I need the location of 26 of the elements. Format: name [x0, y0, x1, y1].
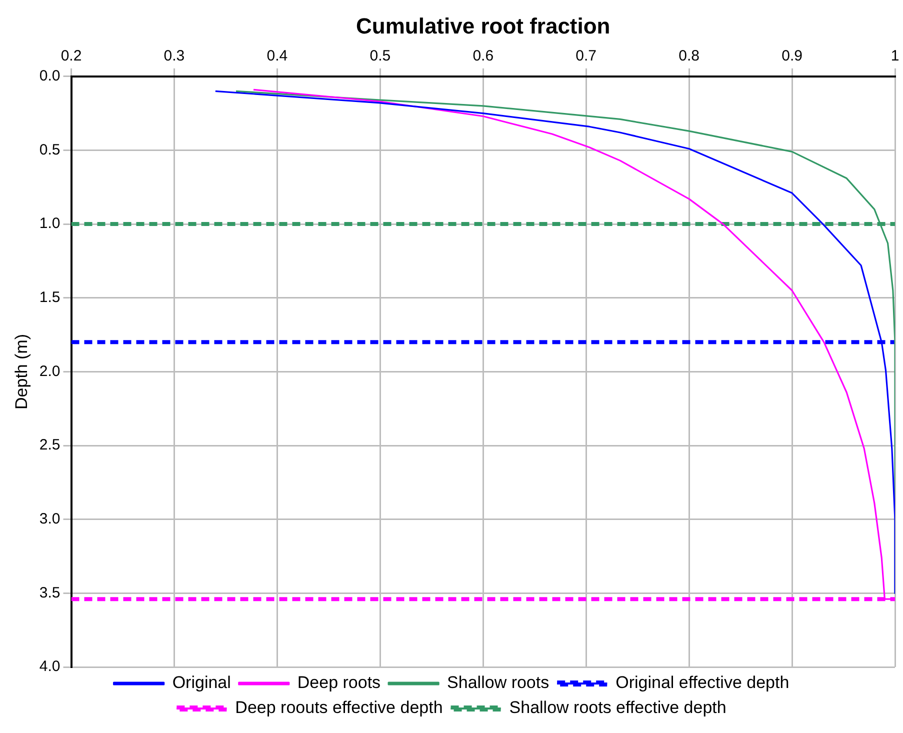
- x-axis-title: Cumulative root fraction: [356, 13, 610, 38]
- y-axis-title: Depth (m): [12, 334, 31, 410]
- y-tick-label: 0.5: [39, 141, 60, 158]
- x-tick-label: 0.9: [782, 48, 802, 65]
- y-tick-label: 1.5: [39, 289, 60, 306]
- x-tick-label: 0.7: [576, 48, 597, 65]
- x-tick-label: 0.6: [472, 48, 494, 65]
- y-tick-label: 2.0: [39, 362, 60, 380]
- legend-label: Shallow roots effective depth: [509, 698, 726, 718]
- legend-label: Deep roots: [297, 673, 381, 692]
- y-tick-label: 2.5: [39, 436, 60, 454]
- y-tick-label: 3.5: [39, 584, 60, 602]
- legend-label: Original effective depth: [616, 673, 790, 692]
- y-tick-label: 3.0: [39, 510, 60, 528]
- x-tick-label: 0.5: [370, 48, 391, 65]
- x-tick-label: 0.3: [164, 48, 185, 65]
- y-tick-label: 4.0: [39, 658, 60, 676]
- legend-label: Original: [172, 673, 231, 692]
- x-tick-label: 1: [890, 48, 900, 65]
- x-tick-label: 0.2: [60, 48, 82, 65]
- legend-label: Shallow roots: [447, 673, 550, 692]
- y-tick-label: 0.0: [39, 68, 60, 85]
- y-tick-label: 1.0: [39, 215, 60, 232]
- x-tick-label: 0.4: [266, 48, 288, 65]
- legend-label: Deep roouts effective depth: [235, 698, 443, 718]
- x-tick-label: 0.8: [678, 48, 700, 65]
